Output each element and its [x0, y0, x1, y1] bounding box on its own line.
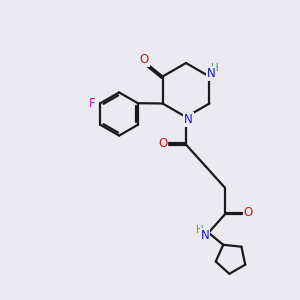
Text: F: F	[89, 97, 95, 110]
Text: O: O	[158, 136, 167, 150]
Text: H: H	[211, 63, 219, 73]
Text: N: N	[184, 113, 193, 126]
Text: O: O	[140, 53, 148, 66]
Text: N: N	[200, 229, 209, 242]
Text: H: H	[196, 225, 204, 236]
Text: N: N	[206, 67, 215, 80]
Text: O: O	[244, 206, 253, 219]
